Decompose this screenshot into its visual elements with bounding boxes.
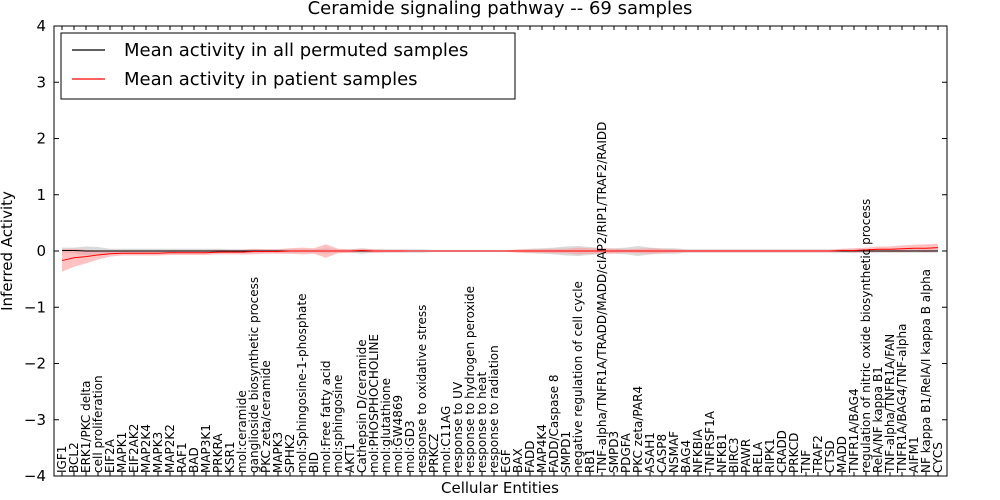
y-tick-label: 1 <box>36 186 46 204</box>
legend-label-permuted: Mean activity in all permuted samples <box>124 40 468 61</box>
x-tick-label: TNF-alpha/TNFR1A/FAN <box>883 334 897 474</box>
x-tick-label: BAD <box>187 447 201 473</box>
x-tick-label: NSMAF <box>667 431 681 473</box>
series-line-patient <box>61 247 939 262</box>
x-tick-label: NFKBIA <box>691 428 705 473</box>
x-tick-label: AIFM1 <box>907 436 921 473</box>
x-tick-label: SMPD1 <box>559 431 573 473</box>
x-tick-label: PRKCD <box>787 433 801 473</box>
x-tick-label: EGF <box>499 449 513 473</box>
x-tick-label: IGF1 <box>55 446 69 473</box>
x-tick-label: mol:Sphingosine-1-phosphate <box>295 294 309 474</box>
chart-title: Ceramide signaling pathway -- 69 samples <box>308 0 693 19</box>
x-tick-label: mol:GW4869 <box>391 395 405 473</box>
x-tick-label: negative regulation of cell cycle <box>571 281 585 473</box>
x-tick-label: ERK1/PKC delta <box>79 380 93 473</box>
confidence-bands <box>62 243 938 272</box>
x-tick-label: PRKCZ <box>427 434 441 473</box>
x-tick-label: MADD <box>835 436 849 473</box>
legend: Mean activity in all permuted samples Me… <box>60 32 516 100</box>
x-tick-label: response to oxidative stress <box>415 305 429 473</box>
x-tick-label: response to hydrogen peroxide <box>463 286 477 473</box>
x-tick-label: BAX <box>511 448 525 473</box>
y-tick-label: −1 <box>24 298 46 316</box>
x-tick-label: FADD <box>523 441 537 474</box>
y-tick-label: −2 <box>24 355 46 373</box>
y-tick-label: 3 <box>36 73 46 91</box>
x-tick-label: PKC zeta/ceramide <box>259 360 273 473</box>
y-axis-label: Inferred Activity <box>0 191 16 311</box>
x-tick-label: regulation of nitric oxide biosynthetic … <box>859 199 873 473</box>
x-tick-label: mol:ceramide <box>235 390 249 473</box>
x-tick-label: ganglioside biosynthetic process <box>247 277 261 473</box>
y-tick-label: −3 <box>24 411 46 429</box>
x-tick-label: CASP8 <box>655 434 669 473</box>
x-tick-label: PKC zeta/PAR4 <box>631 386 645 473</box>
x-tick-label: RIPK1 <box>763 438 777 473</box>
x-tick-label: CTSD <box>823 440 837 473</box>
x-tick-label: RelA/NF kappa B1 <box>871 366 885 473</box>
x-tick-label: mol:sphingosine <box>331 375 345 473</box>
x-tick-label: RB1 <box>583 449 597 473</box>
x-tick-label: mol:glutathione <box>379 378 393 473</box>
x-tick-label: EIF2AK2 <box>127 424 141 473</box>
y-tick-label: −4 <box>24 467 46 485</box>
x-tick-label: CYCS <box>931 442 945 473</box>
y-tick-label: 4 <box>36 17 46 35</box>
x-tick-label: response to radiation <box>487 345 501 473</box>
x-tick-label: ASAH1 <box>643 432 657 473</box>
x-tick-label: mol:PHOSPHOCHOLINE <box>367 334 381 473</box>
x-tick-label: BIRC3 <box>727 437 741 473</box>
x-tick-label: SMPD3 <box>607 431 621 473</box>
patient-band <box>62 243 938 272</box>
x-tick-label: EIF2A <box>103 438 117 473</box>
x-tick-label: MAP4K4 <box>535 424 549 473</box>
x-tick-label: response to UV <box>451 381 465 473</box>
x-tick-label: MAP3K1 <box>199 424 213 473</box>
y-tick-label: 0 <box>36 242 46 260</box>
x-tick-label: TNF-alpha/TNFR1A/TRADD/MADD/cIAP2/RIP1/T… <box>595 122 609 474</box>
x-tick-label: MAP2K4 <box>139 424 153 473</box>
y-tick-label: 2 <box>36 130 46 148</box>
x-tick-label: cell proliferation <box>91 375 105 473</box>
x-tick-label: mol:Free fatty acid <box>319 361 333 474</box>
x-tick-label: Cathepsin D/ceramide <box>355 339 369 473</box>
x-tick-label: PRKRA <box>211 433 225 473</box>
x-tick-label: RELA <box>751 441 765 473</box>
legend-box <box>60 32 516 100</box>
series-lines <box>61 247 939 262</box>
x-tick-label: mol:C11AG <box>439 406 453 473</box>
x-tick-label: MAPK1 <box>115 432 129 473</box>
x-tick-label: MAPK3 <box>271 432 285 473</box>
x-tick-label: response to heat <box>475 371 489 473</box>
x-tick-label: MAPK3 <box>151 432 165 473</box>
x-tick-label: BID <box>307 452 321 473</box>
x-tick-label: TRAF2 <box>811 435 825 474</box>
x-tick-label: TNFR1A/BAG4/TNF-alpha <box>895 324 909 474</box>
x-tick-label: NFKB1 <box>715 433 729 473</box>
x-tick-label: NF kappa B1/RelA/I kappa B alpha <box>919 269 933 473</box>
x-tick-label: PAWR <box>739 439 753 473</box>
x-tick-label: SPHK2 <box>283 434 297 473</box>
x-tick-label: PDGFA <box>619 432 633 473</box>
x-tick-label: CRADD <box>775 430 789 473</box>
x-tick-label: BCL2 <box>67 442 81 473</box>
x-tick-label: BAG4 <box>679 440 693 473</box>
x-axis-label: Cellular Entities <box>441 479 559 497</box>
x-tick-label: TNFRSF1A <box>703 410 717 474</box>
x-tick-label: FADD/Caspase 8 <box>547 374 561 473</box>
plot-frame <box>53 25 948 477</box>
x-tick-label: mol:GD3 <box>403 420 417 473</box>
x-tick-label: MAP2K2 <box>163 424 177 473</box>
x-tick-label: TNF <box>799 450 813 474</box>
x-tick-label: KSR1 <box>223 442 237 473</box>
x-tick-label: TNFR1A/BAG4 <box>847 388 861 474</box>
legend-label-patient: Mean activity in patient samples <box>124 69 418 90</box>
y-axis: −4 −3 −2 −1 0 1 2 3 4 <box>24 17 947 485</box>
x-tick-label: RAF1 <box>175 442 189 473</box>
x-tick-label: AKT1 <box>343 443 357 473</box>
